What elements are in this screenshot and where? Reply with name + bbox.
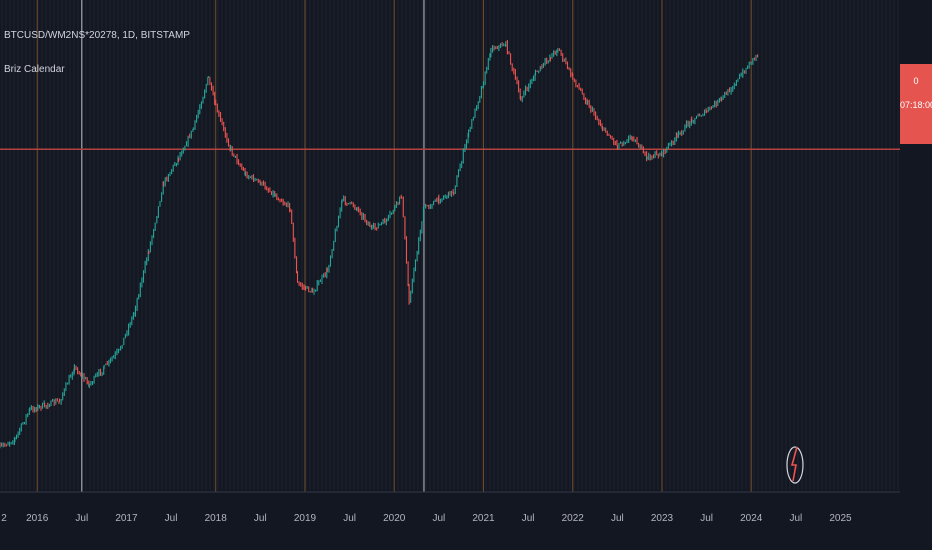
- x-tick-label: Jul: [75, 513, 88, 524]
- x-tick-label: Jul: [165, 513, 178, 524]
- price-tag-value: 0: [913, 76, 919, 86]
- x-tick-label: 2021: [472, 513, 495, 524]
- calendar-markers: [36, 0, 752, 492]
- price-tag-countdown: 07:18:00: [900, 100, 932, 110]
- x-tick-label: Jul: [254, 513, 267, 524]
- x-tick-label: Jul: [789, 513, 802, 524]
- x-tick-label: 2020: [383, 513, 406, 524]
- x-tick-label: Jul: [432, 513, 445, 524]
- x-tick-label: 2016: [26, 513, 49, 524]
- symbol-label[interactable]: BTCUSD/WM2NS*20278, 1D, BITSTAMP: [4, 30, 190, 41]
- x-axis: 2 2016 Jul 2017 Jul 2018 Jul 2019 Jul 2020 Jul 2021…: [1, 513, 852, 524]
- x-tick-label: 2017: [115, 513, 138, 524]
- x-tick-label: 2018: [205, 513, 228, 524]
- x-tick-label: 2022: [562, 513, 585, 524]
- candle-series: [0, 40, 759, 449]
- indicator-label[interactable]: Briz Calendar: [4, 64, 65, 75]
- vertical-grid: [1, 0, 899, 490]
- x-tick-label: 2023: [651, 513, 674, 524]
- chart-legend: BTCUSD/WM2NS*20278, 1D, BITSTAMP Briz Ca…: [4, 30, 190, 98]
- x-tick-label: Jul: [700, 513, 713, 524]
- x-tick-label: Jul: [343, 513, 356, 524]
- x-tick-label: 2025: [829, 513, 852, 524]
- x-tick-label: Jul: [522, 513, 535, 524]
- x-tick-label: 2024: [740, 513, 763, 524]
- x-tick-label: Jul: [611, 513, 624, 524]
- price-scale-tag: 0 07:18:00: [900, 64, 932, 144]
- x-tick-label: 2019: [294, 513, 317, 524]
- lightning-icon[interactable]: [784, 441, 806, 487]
- x-tick-label: 2: [1, 513, 7, 524]
